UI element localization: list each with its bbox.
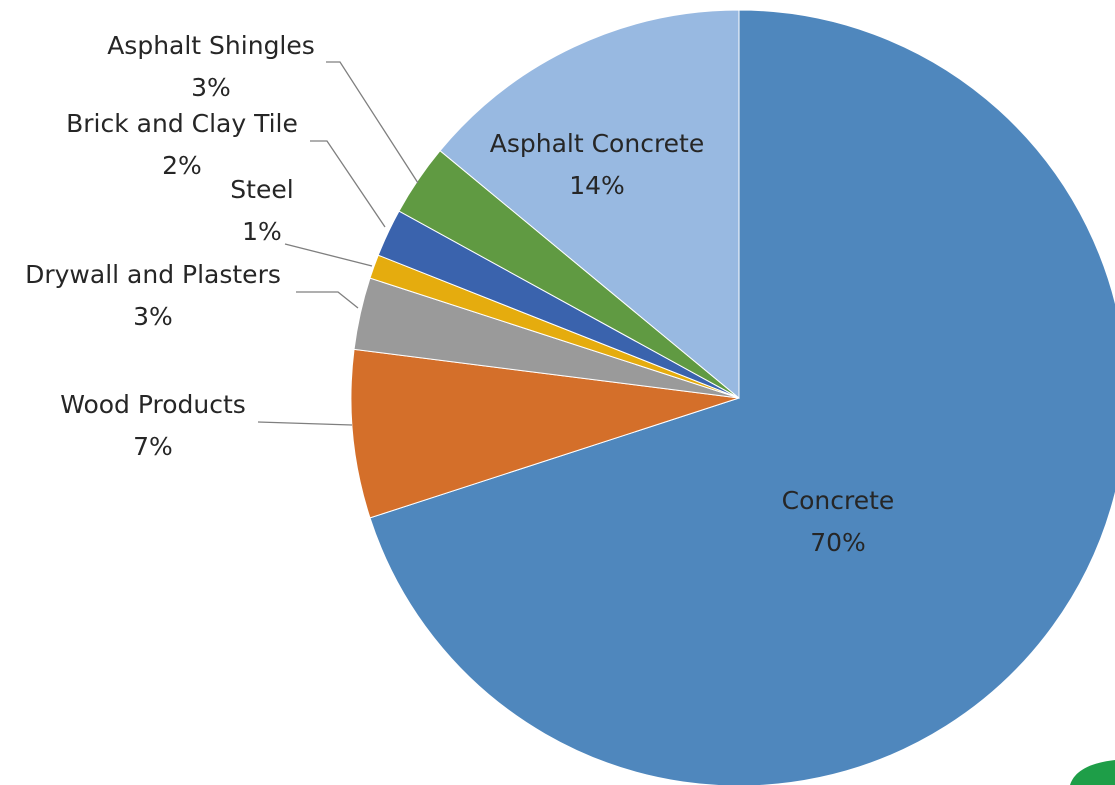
leader-line-brick-and-clay-tile: [310, 140, 386, 228]
slice-percent-wood-products: 7%: [133, 432, 173, 461]
leader-line-steel: [284, 243, 373, 267]
slice-name-drywall-and-plasters: Drywall and Plasters: [25, 260, 281, 289]
slice-labels: Concrete 70% Wood Products 7% Drywall and Pl…: [25, 31, 894, 557]
slice-percent-brick-and-clay-tile: 2%: [162, 151, 202, 180]
pie-slices: [350, 9, 1115, 785]
slice-name-steel: Steel: [230, 175, 293, 204]
slice-label-wood-products: Wood Products 7%: [60, 390, 246, 461]
slice-percent-steel: 1%: [242, 217, 282, 246]
leader-line-drywall-and-plasters: [296, 291, 359, 309]
slice-name-asphalt-shingles: Asphalt Shingles: [107, 31, 315, 60]
slice-label-asphalt-concrete: Asphalt Concrete 14%: [490, 129, 705, 200]
slice-percent-asphalt-shingles: 3%: [191, 73, 231, 102]
pie-slice-concrete: [369, 9, 1115, 785]
slice-percent-asphalt-concrete: 14%: [569, 171, 625, 200]
slice-percent-drywall-and-plasters: 3%: [133, 302, 173, 331]
slice-label-brick-and-clay-tile: Brick and Clay Tile 2%: [66, 109, 298, 180]
leader-lines: [257, 61, 419, 426]
pie-slice-asphalt-concrete: [439, 9, 740, 400]
slice-name-wood-products: Wood Products: [60, 390, 246, 419]
slice-label-drywall-and-plasters: Drywall and Plasters 3%: [25, 260, 281, 331]
slice-label-steel: Steel 1%: [230, 175, 293, 246]
slice-label-concrete: Concrete 70%: [782, 486, 895, 557]
green-leaf-logo-icon: [1070, 760, 1115, 785]
leader-line-asphalt-shingles: [326, 61, 419, 184]
leader-line-wood-products: [257, 421, 353, 426]
slice-label-asphalt-shingles: Asphalt Shingles 3%: [107, 31, 315, 102]
slice-name-concrete: Concrete: [782, 486, 895, 515]
slice-name-asphalt-concrete: Asphalt Concrete: [490, 129, 705, 158]
slice-name-brick-and-clay-tile: Brick and Clay Tile: [66, 109, 298, 138]
slice-percent-concrete: 70%: [810, 528, 866, 557]
pie-slice-wood-products: [350, 348, 740, 519]
